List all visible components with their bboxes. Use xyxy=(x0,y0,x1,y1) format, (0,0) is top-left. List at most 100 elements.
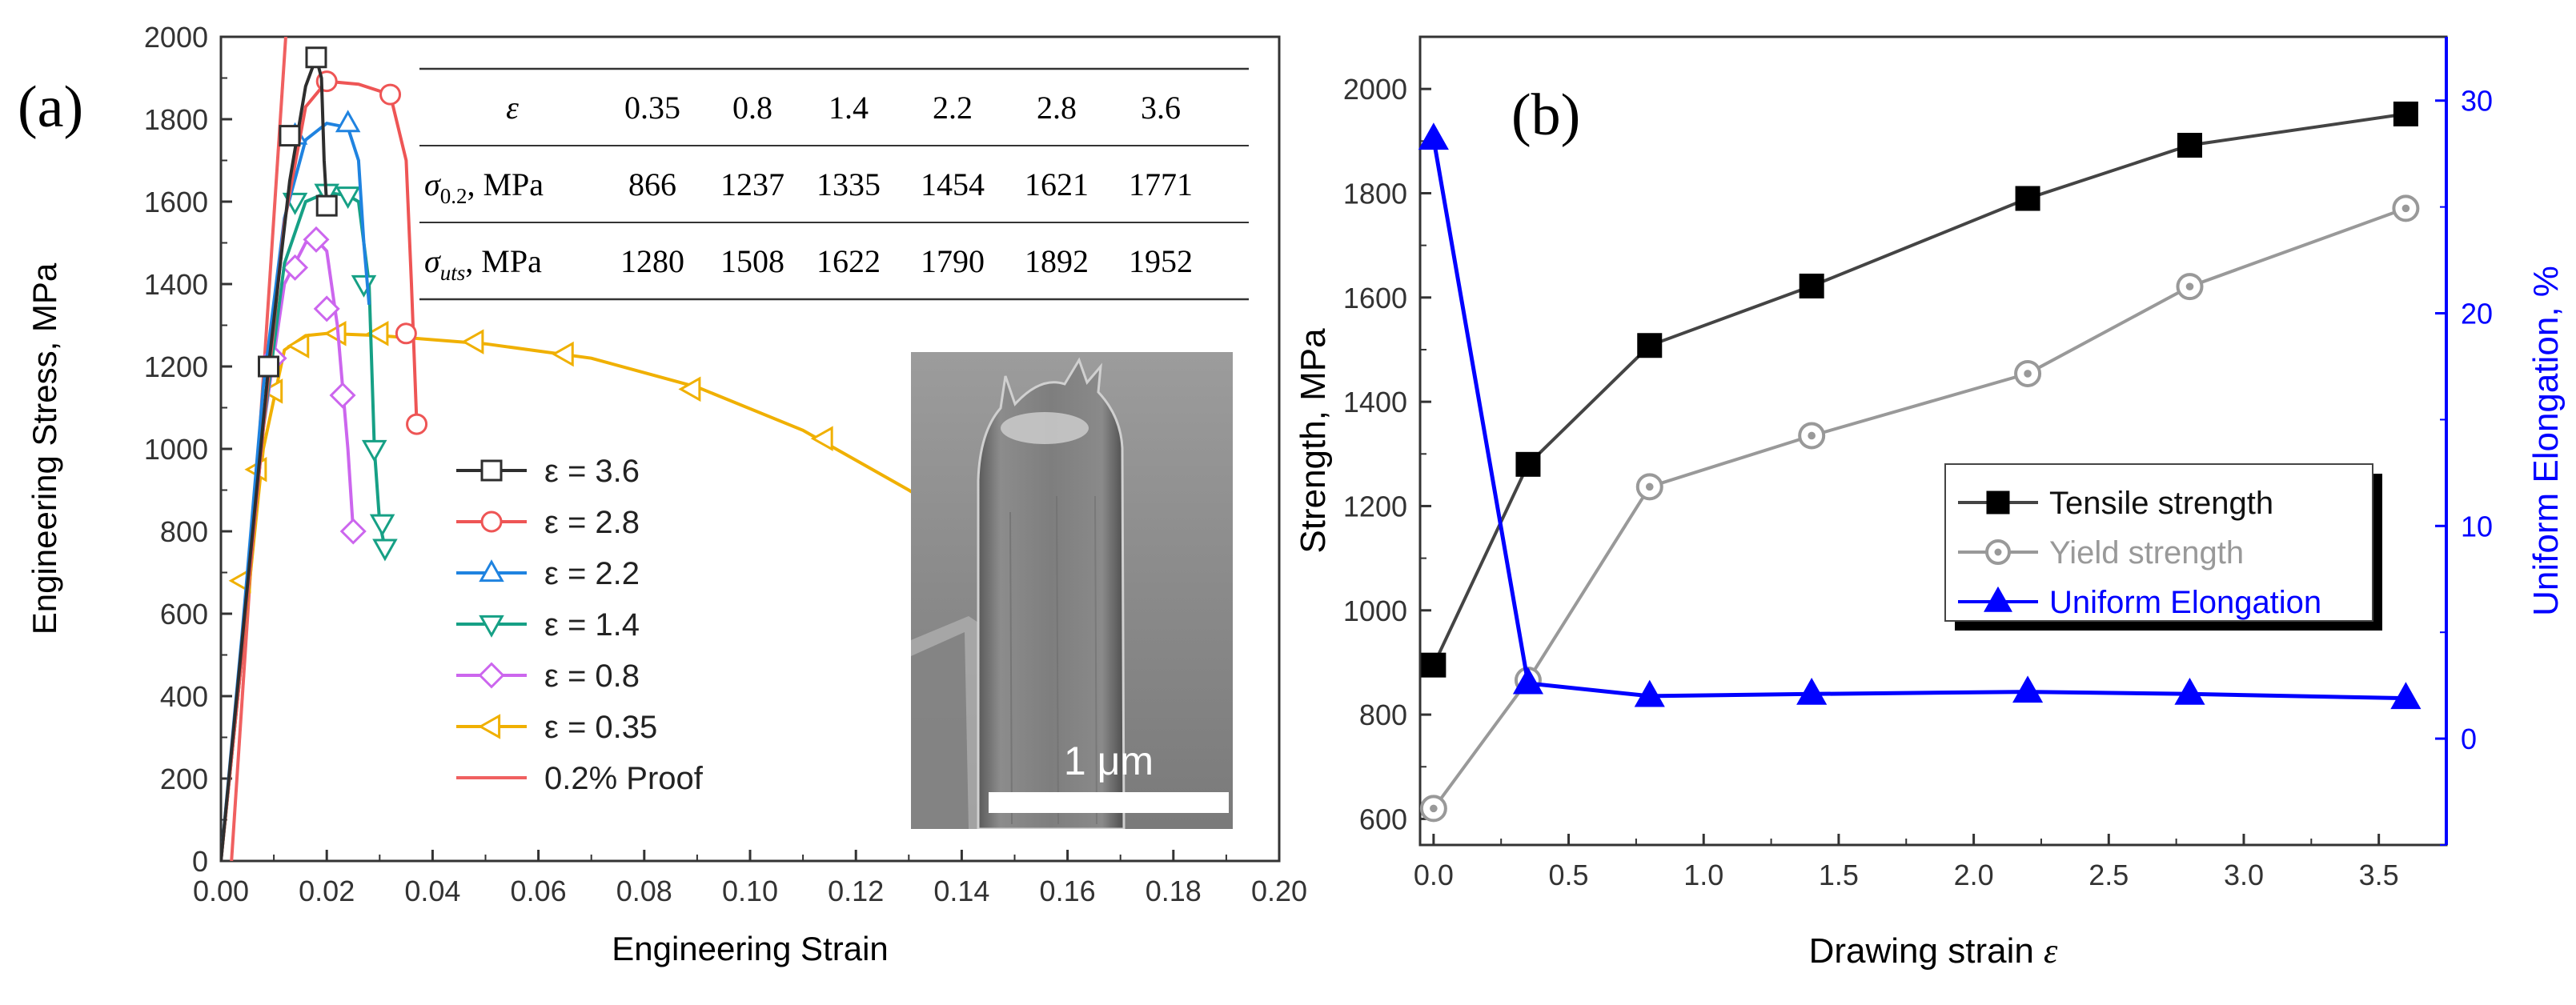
x-tick-label-b: 0.5 xyxy=(1549,859,1589,891)
data-point xyxy=(2174,677,2205,705)
y-tick-label-b: 800 xyxy=(1359,699,1407,731)
sem-fractured-wire xyxy=(977,357,1125,829)
data-point xyxy=(1418,122,1449,150)
y-tick-label-b: 1400 xyxy=(1343,386,1407,418)
scale-bar xyxy=(989,792,1229,813)
x-tick-label-a: 0.02 xyxy=(299,875,355,907)
series-line--3.6 xyxy=(221,52,329,861)
legend-marker xyxy=(480,511,503,533)
legend-marker xyxy=(1984,586,2012,612)
data-point xyxy=(335,186,361,210)
data-point xyxy=(379,83,402,106)
y-tick-label-b: 1800 xyxy=(1343,177,1407,210)
legend-label: ε = 0.35 xyxy=(544,710,657,745)
data-point xyxy=(287,333,310,359)
legend-marker xyxy=(1986,490,2010,515)
x-tick-label-a: 0.18 xyxy=(1146,875,1202,907)
y-tick-label-a: 200 xyxy=(160,763,208,795)
data-point xyxy=(461,329,484,354)
table-cell-epsilon: 0.8 xyxy=(732,90,772,126)
table-row-label-sigmauts: σuts, MPa xyxy=(424,243,542,285)
legend-label: ε = 3.6 xyxy=(544,454,640,489)
legend-marker xyxy=(1985,539,2011,565)
y-axis-title-b-right: Uniform Elongation, % xyxy=(2526,266,2566,616)
sem-fracture-surface xyxy=(1001,412,1089,444)
x-tick-label-a: 0.12 xyxy=(828,875,884,907)
data-point xyxy=(323,321,347,346)
x-tick-label-b: 1.5 xyxy=(1819,859,1859,891)
x-tick-label-b: 2.5 xyxy=(2088,859,2129,891)
data-point xyxy=(303,226,330,253)
plot-a-ticks: 0.00 0.02 0.04 0.06 0.08 0.10 0.12 0.14 0.16 0.18… xyxy=(144,21,1307,907)
data-point xyxy=(305,46,327,69)
data-table: ε σ0.2, MPa σuts, MPa 0.35 866 1280 0.8 1237… xyxy=(419,67,1249,301)
data-point-dot xyxy=(2401,204,2410,213)
data-point xyxy=(1419,795,1447,823)
series-line--2.2 xyxy=(221,121,371,861)
data-point xyxy=(2014,359,2042,387)
sem-texture-line xyxy=(1009,511,1013,825)
table-cell-sigma02: 1335 xyxy=(817,166,881,202)
sem-side-shadow xyxy=(911,632,969,829)
data-point xyxy=(335,110,361,133)
y-tick-label-b: 600 xyxy=(1359,803,1407,835)
y-tick-label-a: 1600 xyxy=(144,186,208,218)
data-point xyxy=(395,322,417,345)
x-tick-label-b: 3.5 xyxy=(2359,859,2399,891)
table-cell-sigmauts: 1622 xyxy=(817,243,881,279)
legend-label: Tensile strength xyxy=(2049,486,2273,521)
legend-marker-dot xyxy=(1994,548,2002,556)
x-tick-label-a: 0.14 xyxy=(933,875,989,907)
data-point xyxy=(351,274,377,298)
plot-b-ticks: 0.0 0.5 1.0 1.5 2.0 2.5 3.0 3.5 600 800 1000 1200 14… xyxy=(1343,73,2493,891)
data-point xyxy=(260,378,283,404)
data-point xyxy=(406,413,428,435)
y-tick-label-a: 2000 xyxy=(144,21,208,54)
x-tick-label-a: 0.04 xyxy=(404,875,460,907)
table-cell-epsilon: 2.8 xyxy=(1037,90,1077,126)
table-cell-sigmauts: 1892 xyxy=(1025,243,1089,279)
data-point xyxy=(372,539,398,562)
panel-b-label: (b) xyxy=(1511,82,1580,148)
legend-label: ε = 0.8 xyxy=(544,659,640,694)
x-tick-label-b: 1.0 xyxy=(1683,859,1723,891)
plot-a-curves xyxy=(221,37,937,861)
data-point xyxy=(1637,333,1663,358)
data-point-dot xyxy=(2024,370,2032,378)
y-tick-label-b: 1000 xyxy=(1343,595,1407,627)
x-axis-title-b: Drawing strain ε xyxy=(1809,931,2058,971)
legend-b: Tensile strength Yield strength Uniform El… xyxy=(1944,463,2382,631)
table-cell-sigmauts: 1952 xyxy=(1129,243,1193,279)
data-point-dot xyxy=(1808,431,1816,440)
data-point xyxy=(2177,133,2202,158)
x-tick-label-a: 0.08 xyxy=(616,875,672,907)
data-point xyxy=(361,439,387,462)
table-cell-sigmauts: 1790 xyxy=(921,243,985,279)
legend-label: ε = 1.4 xyxy=(544,607,640,643)
table-cell-sigma02: 1454 xyxy=(921,166,985,202)
panel-a-label: (a) xyxy=(18,74,83,140)
panel-a: (a) 0.00 0.02 0.04 0.06 0.08 0.10 0.12 0.14 0.16… xyxy=(18,21,1307,967)
data-point xyxy=(339,518,367,545)
data-point-dot xyxy=(1430,804,1438,813)
plot-b-curves xyxy=(1418,101,2422,823)
table-cell-sigma02: 1621 xyxy=(1025,166,1089,202)
y-tick-label-a: 1800 xyxy=(144,103,208,136)
y-tick-label-a: 1400 xyxy=(144,268,208,301)
data-point xyxy=(2176,273,2204,301)
data-point-dot xyxy=(2185,282,2194,290)
data-point xyxy=(313,295,340,322)
data-point xyxy=(2012,675,2044,703)
x-axis-title-a: Engineering Strain xyxy=(612,930,889,967)
y-tick-label-b: 1600 xyxy=(1343,282,1407,314)
y-tick-label-a: 600 xyxy=(160,598,208,631)
x-tick-label-b: 0.0 xyxy=(1414,859,1454,891)
y-right-tick-label-b: 20 xyxy=(2461,298,2493,330)
data-point xyxy=(551,341,574,367)
y-right-tick-label-b: 0 xyxy=(2461,723,2477,755)
legend-label: 0.2% Proof xyxy=(544,761,704,796)
legend-label: Uniform Elongation xyxy=(2049,585,2321,620)
table-row-label-sigma02: σ0.2, MPa xyxy=(424,166,544,208)
table-cell-sigma02: 1237 xyxy=(720,166,784,202)
